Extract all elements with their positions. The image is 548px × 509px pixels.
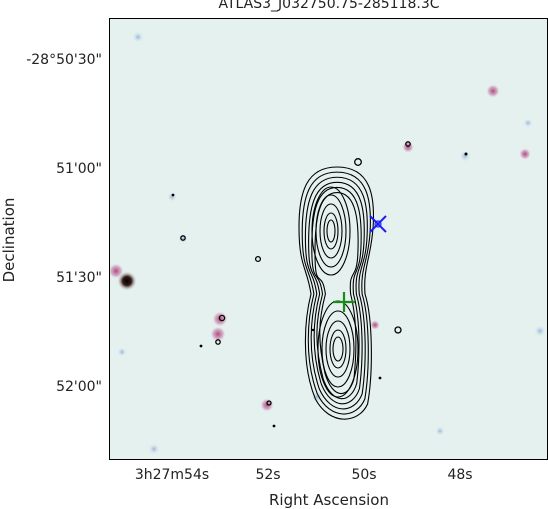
contour-line [317, 300, 359, 398]
contour-line [321, 310, 355, 388]
x-tick-label: 52s [255, 467, 281, 483]
contour-line [323, 212, 339, 250]
contour-line [298, 166, 375, 420]
bright-star [117, 271, 137, 291]
y-tick-label: 52'00" [56, 379, 102, 395]
contour-line [301, 171, 371, 415]
y-tick-label: -28°50'30" [26, 52, 102, 68]
catalog-markers [180, 141, 411, 406]
blue-cross-marker [369, 215, 387, 233]
contour-line [329, 329, 347, 369]
x-axis-label: Right Ascension [269, 491, 389, 509]
sky-image-panel [109, 18, 548, 460]
x-tick-label: 48s [447, 467, 473, 483]
y-tick-label: 51'00" [56, 161, 102, 177]
background-sources [110, 31, 546, 455]
x-tick-label: 50s [351, 467, 377, 483]
radio-contours [298, 166, 375, 420]
contour-line [325, 320, 351, 378]
contour-line [315, 194, 347, 268]
catalog-dots [171, 152, 468, 428]
contour-line [311, 186, 351, 276]
sky-image [110, 31, 546, 455]
contour-line [304, 176, 368, 410]
green-plus-marker [333, 292, 355, 312]
contour-line [314, 192, 359, 394]
contour-line [332, 336, 344, 362]
contour-line [308, 181, 365, 405]
contour-line [319, 203, 343, 259]
y-tick-label: 51'30" [56, 270, 102, 286]
y-axis-label: Declination [0, 197, 18, 283]
contour-line [326, 219, 336, 243]
figure-title: ATLAS3_J032750.75-285118.3C [218, 0, 440, 12]
x-tick-label: 3h27m54s [134, 467, 210, 483]
contour-line [311, 186, 362, 400]
